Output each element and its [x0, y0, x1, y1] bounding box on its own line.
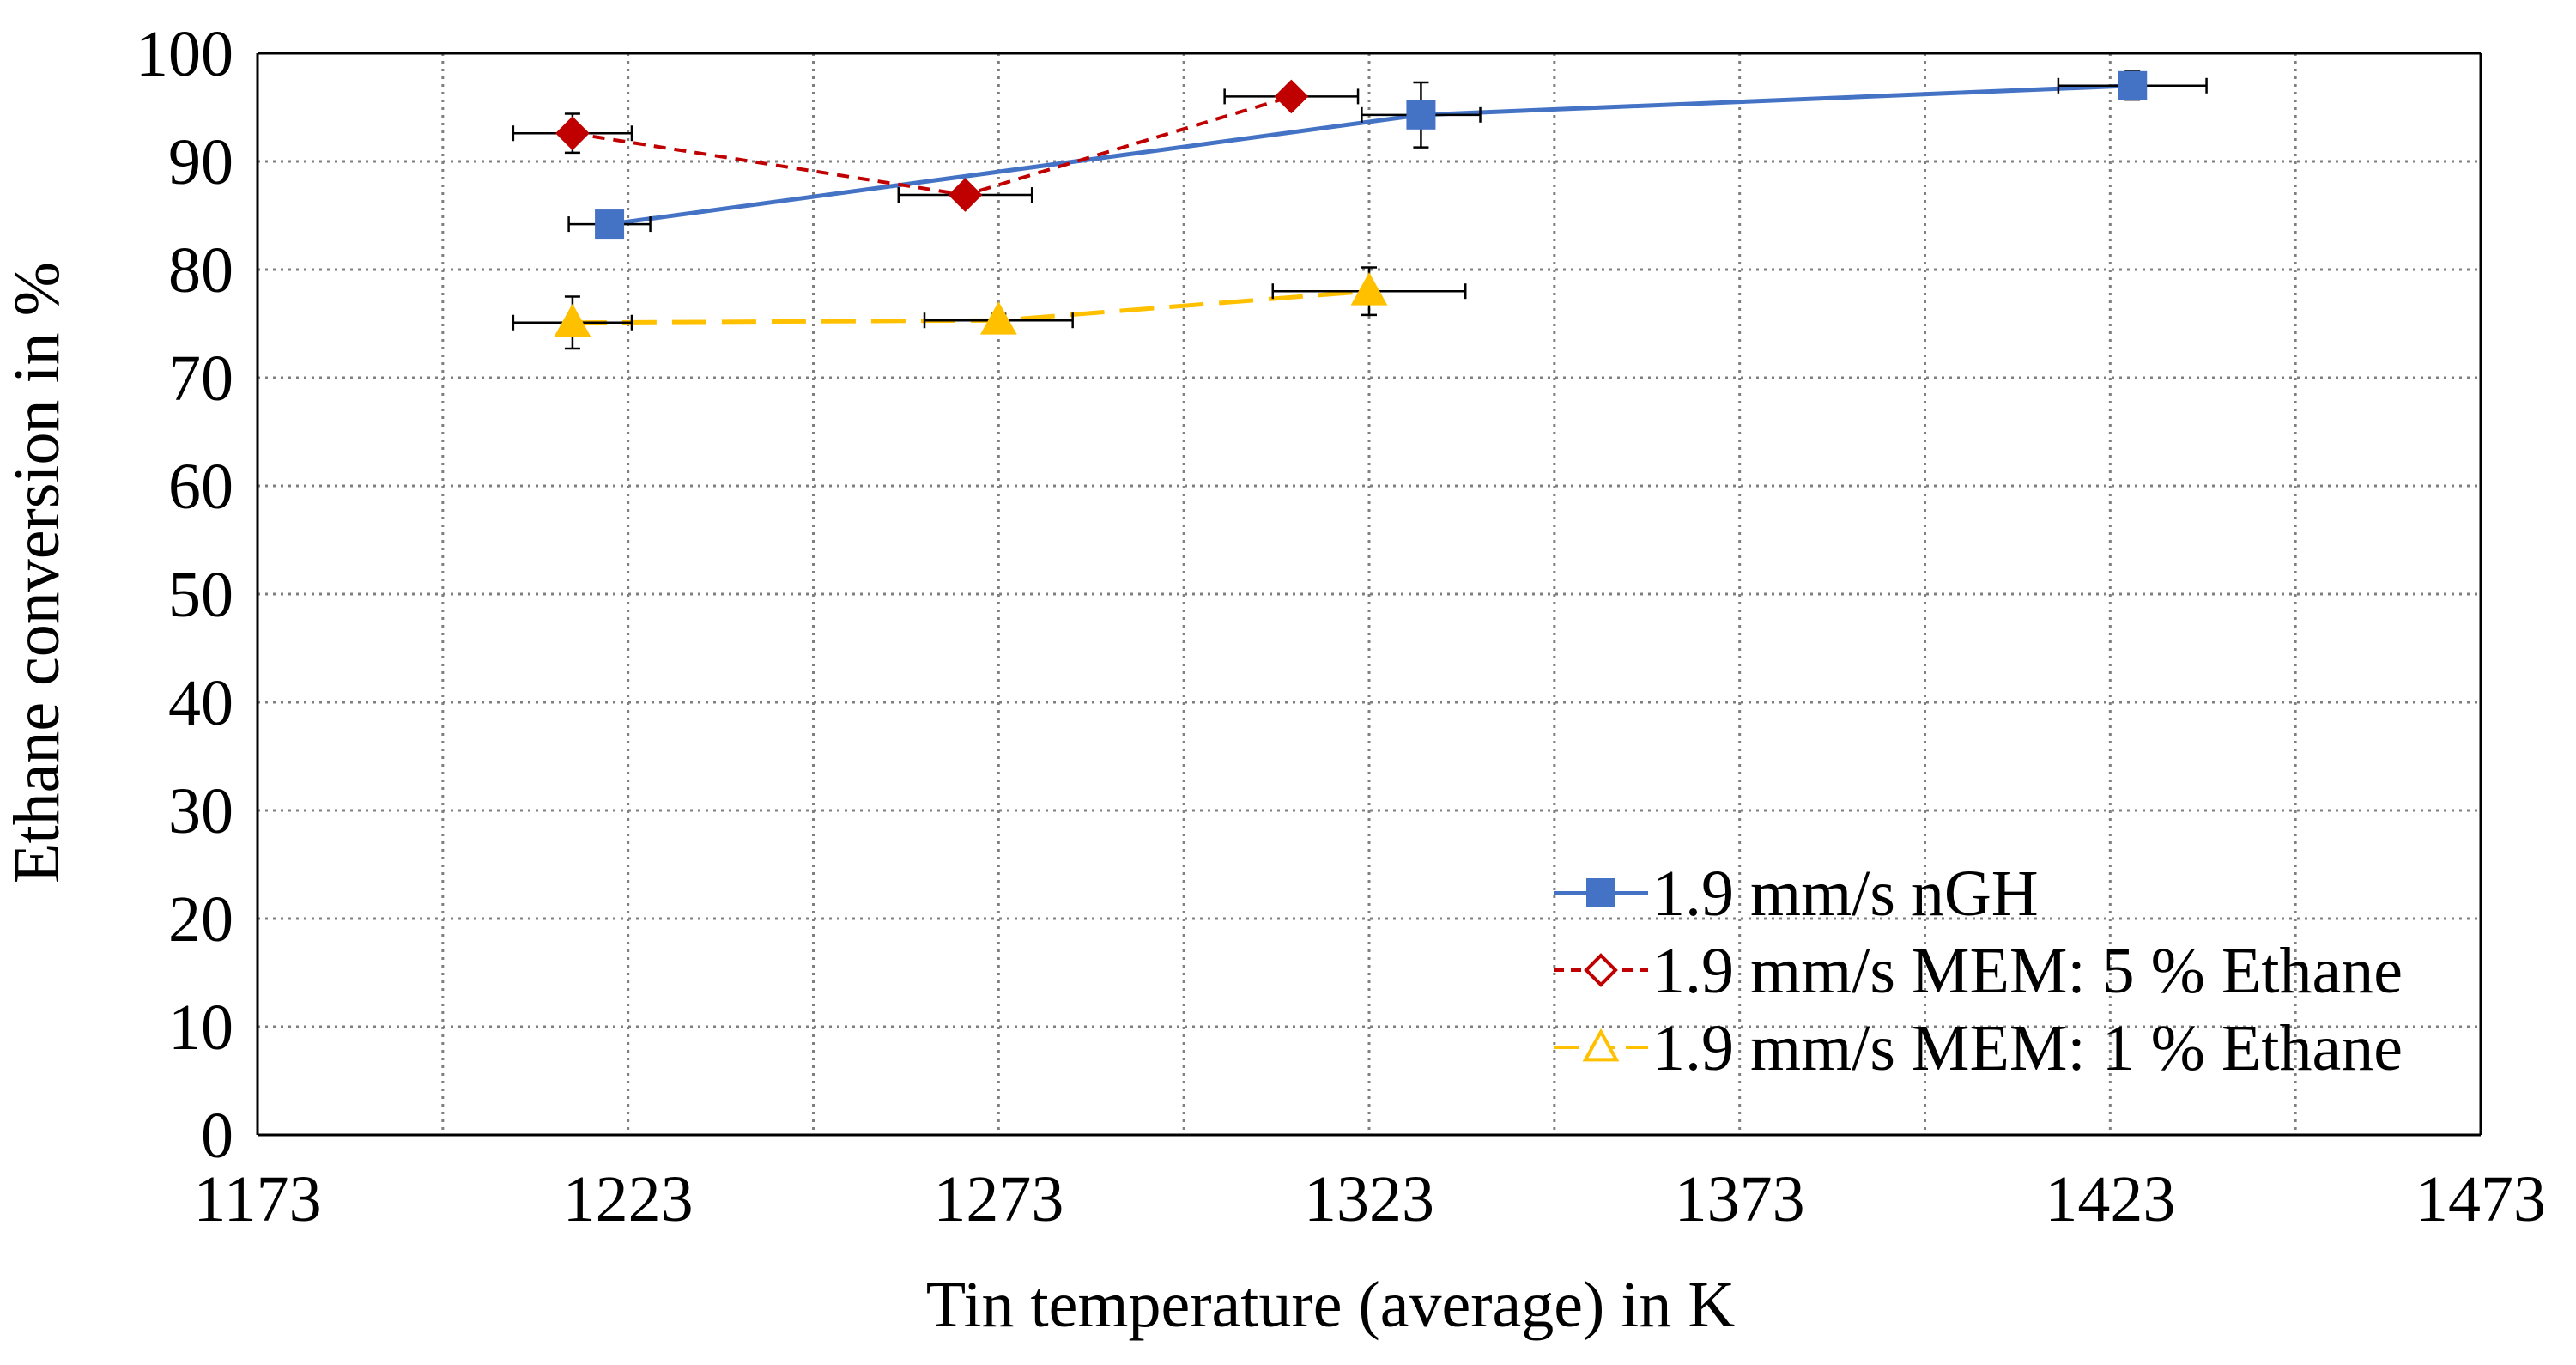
data-point [1406, 100, 1436, 130]
series-1 [567, 70, 2208, 240]
legend-marker-square [1586, 878, 1615, 907]
y-tick-label: 50 [168, 559, 233, 631]
series-2 [512, 79, 1360, 212]
axes-layer [256, 52, 2482, 1137]
legend-entry-3: 1.9 mm/s MEM: 1 % Ethane [1554, 1012, 2403, 1084]
legend-label: 1.9 mm/s MEM: 1 % Ethane [1652, 1012, 2403, 1084]
legend-entry-1: 1.9 mm/s nGH [1554, 858, 2039, 930]
data-point [2118, 70, 2148, 100]
data-point [948, 178, 983, 212]
y-tick-label: 80 [168, 234, 233, 306]
y-tick-label: 0 [201, 1100, 233, 1172]
legend-marker-diamond [1584, 953, 1618, 987]
y-tick-label: 20 [168, 883, 233, 956]
legend-marker-triangle [1582, 1028, 1620, 1062]
x-tick-label: 1173 [193, 1163, 321, 1235]
y-tick-label: 40 [168, 667, 233, 739]
x-tick-label: 1423 [2045, 1163, 2175, 1235]
y-tick-label: 90 [168, 126, 233, 198]
y-tick-label: 30 [168, 775, 233, 847]
x-tick-label: 1473 [2415, 1163, 2546, 1235]
series-line [609, 83, 2133, 227]
x-tick-label: 1223 [563, 1163, 694, 1235]
y-tick-label: 10 [168, 992, 233, 1064]
grid-layer [258, 52, 2481, 1135]
y-tick-label: 70 [168, 343, 233, 415]
y-tick-label: 100 [136, 18, 233, 90]
data-point [979, 301, 1017, 335]
y-axis-title: Ethane conversion in % [1, 262, 73, 883]
series-3 [512, 266, 1467, 350]
data-point [555, 116, 590, 151]
x-tick-label: 1323 [1304, 1163, 1434, 1235]
x-tick-label: 1373 [1675, 1163, 1805, 1235]
series-layer [512, 70, 2208, 350]
data-point [1274, 79, 1309, 114]
data-point [1350, 272, 1388, 306]
legend-entry-2: 1.9 mm/s MEM: 5 % Ethane [1554, 935, 2403, 1007]
x-axis-title: Tin temperature (average) in K [926, 1269, 1736, 1341]
legend-label: 1.9 mm/s MEM: 5 % Ethane [1652, 935, 2403, 1007]
y-tick-label: 60 [168, 451, 233, 523]
tick-labels: 0 10 20 30 40 50 60 70 80 90 100 1173 1223 1273 1323 13… [136, 18, 2546, 1235]
series-line [572, 288, 1370, 325]
data-point [595, 209, 625, 240]
x-tick-label: 1273 [933, 1163, 1064, 1235]
legend-label: 1.9 mm/s nGH [1652, 858, 2039, 930]
data-point [554, 303, 591, 337]
